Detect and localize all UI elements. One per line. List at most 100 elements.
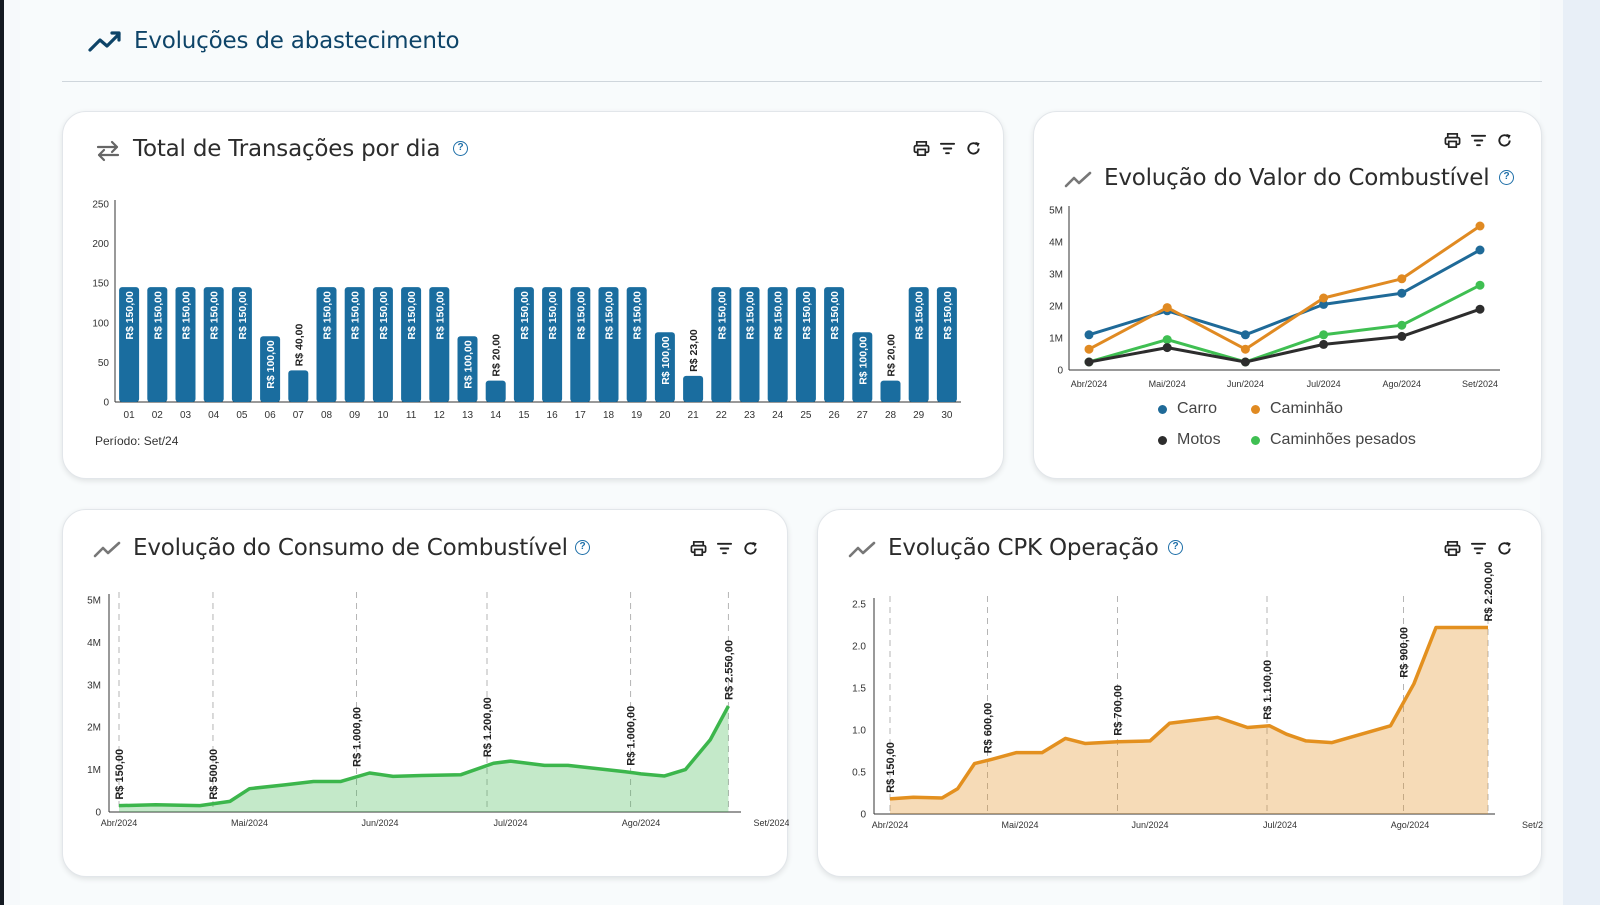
series-line [889,625,1488,801]
card-transacoes: Total de Transações por dia ? 0 50 100 150 2… [62,111,1004,479]
y-tick-label: 2M [1049,302,1063,313]
refresh-icon[interactable] [1496,540,1513,557]
y-tick-label: 2.0 [852,642,866,653]
bar [542,287,563,402]
card-toolbar [913,140,982,157]
x-tick-label: Mai/2024 [1149,379,1186,389]
x-tick-label: 27 [857,410,869,421]
bar [936,287,957,402]
data-point [1162,303,1172,313]
refresh-icon[interactable] [965,140,982,157]
y-tick-label: 5M [1049,206,1063,217]
help-icon[interactable]: ? [1168,540,1183,555]
y-tick-label: 5M [87,596,101,607]
annotation-label: R$ 1.200,00 [482,697,494,757]
y-tick-label: 250 [92,200,109,211]
annotation-label: R$ 500,00 [208,749,220,800]
legend-item-motos[interactable]: Motos [1158,431,1221,449]
x-tick-label: 26 [829,410,841,421]
legend-label: Caminhões pesados [1270,431,1416,448]
bar-data-label: R$ 40,00 [293,324,305,367]
data-point [1162,335,1172,345]
y-tick-label: 100 [92,318,109,329]
help-icon[interactable]: ? [453,141,468,156]
legend-item-carro[interactable]: Carro [1158,400,1217,418]
y-tick-label: 4M [1049,238,1063,249]
trending-line-icon [93,541,121,558]
right-scroll-edge[interactable] [1563,0,1600,905]
print-icon[interactable] [1444,132,1461,149]
series-line [1088,283,1481,364]
y-tick-label: 200 [92,239,109,250]
area-fill [119,706,729,812]
card-title: Total de Transações por dia [133,136,441,162]
print-icon[interactable] [913,140,930,157]
legend-item-caminhao[interactable]: Caminhão [1251,400,1343,418]
bar [739,287,760,402]
bar-data-label: R$ 150,00 [716,291,728,340]
y-tick-label: 3M [87,680,101,691]
bar-data-label: R$ 150,00 [434,291,446,340]
bar-data-label: R$ 150,00 [237,291,249,340]
legend-item-caminhoes-pesados[interactable]: Caminhões pesados [1251,431,1416,449]
x-tick-label: Mai/2024 [1001,820,1038,830]
filter-icon[interactable] [1470,132,1487,149]
filter-icon[interactable] [939,140,956,157]
help-icon[interactable]: ? [1499,170,1514,185]
x-tick-label: 09 [349,410,361,421]
data-point [1475,221,1485,231]
bar [260,336,281,402]
bar-data-label: R$ 150,00 [350,291,362,340]
refresh-icon[interactable] [742,540,759,557]
data-point [1319,299,1329,309]
section-header: Evoluções de abastecimento [88,28,460,54]
refresh-icon[interactable] [1496,132,1513,149]
left-edge [0,0,4,905]
x-tick-label: 23 [744,410,756,421]
trending-up-icon [88,31,121,52]
data-point [1319,339,1329,349]
data-point [1162,343,1172,353]
bar-data-label: R$ 23,00 [688,329,700,372]
print-icon[interactable] [690,540,707,557]
y-tick-label: 3M [1049,270,1063,281]
data-point [1397,331,1407,341]
bar-data-label: R$ 20,00 [886,334,898,377]
y-tick-label: 150 [92,279,109,290]
card-toolbar [1444,132,1513,149]
x-tick-label: Abr/2024 [1071,379,1108,389]
data-point [1319,293,1329,303]
x-tick-label: 11 [406,410,417,421]
bar-data-label: R$ 150,00 [632,291,644,340]
filter-icon[interactable] [716,540,733,557]
x-tick-label: Abr/2024 [101,818,138,828]
bar [824,287,845,402]
bar-data-label: R$ 100,00 [463,340,475,389]
x-tick-label: 01 [124,410,136,421]
annotation-label: R$ 1.100,00 [1262,660,1274,720]
x-tick-label: Jul/2024 [493,818,527,828]
bar-data-label: R$ 100,00 [660,336,672,385]
annotation-label: R$ 1.000,00 [626,706,638,766]
bar [852,332,873,402]
bar-data-label: R$ 100,00 [265,340,277,389]
trending-line-icon [848,541,876,558]
bar [570,287,591,402]
legend-dot [1251,435,1260,445]
bar [880,380,901,402]
data-point [1397,288,1407,298]
print-icon[interactable] [1444,540,1461,557]
bar [429,287,450,402]
legend-label: Carro [1177,400,1218,417]
x-tick-label: 08 [321,410,333,421]
filter-icon[interactable] [1470,540,1487,557]
bar-data-label: R$ 150,00 [547,291,559,340]
help-icon[interactable]: ? [575,540,590,555]
bar-data-label: R$ 150,00 [942,291,954,340]
bar [119,287,140,402]
x-tick-label: 25 [800,410,812,421]
bar-data-label: R$ 150,00 [124,291,136,340]
bar [316,287,337,402]
bar [203,287,224,402]
